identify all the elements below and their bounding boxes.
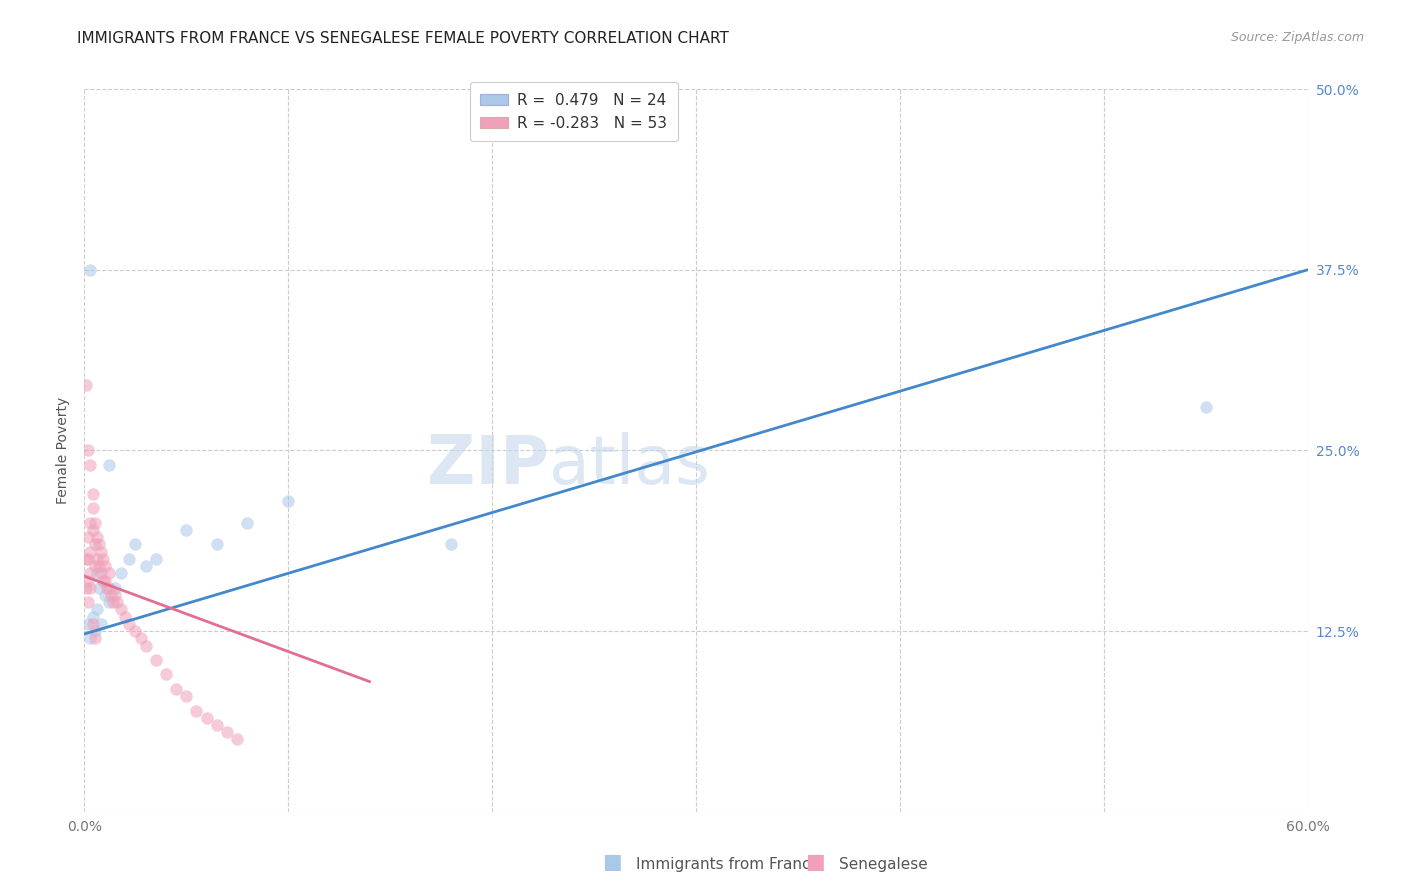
Point <box>77 530 100 544</box>
Point <box>77 616 100 631</box>
Point <box>86 530 108 544</box>
Point <box>226 732 249 747</box>
Text: Immigrants from France: Immigrants from France <box>636 857 820 872</box>
Point <box>77 595 100 609</box>
Point <box>79 581 101 595</box>
Text: Source: ZipAtlas.com: Source: ZipAtlas.com <box>1230 31 1364 45</box>
Point <box>86 566 108 581</box>
Point <box>79 262 101 277</box>
Y-axis label: Female Poverty: Female Poverty <box>56 397 70 504</box>
Point <box>101 595 124 609</box>
Point <box>1195 400 1218 414</box>
Point <box>93 574 115 588</box>
Point <box>87 559 110 574</box>
Point <box>77 443 100 458</box>
Point <box>217 725 239 739</box>
Point <box>86 602 108 616</box>
Point <box>96 581 118 595</box>
Point <box>82 487 104 501</box>
Point <box>79 544 101 558</box>
Point <box>93 588 115 602</box>
Text: ■: ■ <box>602 853 621 872</box>
Point <box>186 704 208 718</box>
Point <box>104 581 127 595</box>
Point <box>105 595 128 609</box>
Point <box>110 602 132 616</box>
Point <box>82 501 104 516</box>
Text: Senegalese: Senegalese <box>839 857 928 872</box>
Point <box>205 718 228 732</box>
Point <box>83 624 105 639</box>
Point <box>87 581 110 595</box>
Point <box>79 516 101 530</box>
Point <box>79 632 101 646</box>
Point <box>79 566 101 581</box>
Point <box>97 566 120 581</box>
Point <box>75 378 97 392</box>
Point <box>236 516 259 530</box>
Text: IMMIGRANTS FROM FRANCE VS SENEGALESE FEMALE POVERTY CORRELATION CHART: IMMIGRANTS FROM FRANCE VS SENEGALESE FEM… <box>77 31 730 46</box>
Point <box>82 616 104 631</box>
Point <box>104 588 127 602</box>
Point <box>82 609 104 624</box>
Point <box>83 632 105 646</box>
Point <box>118 551 141 566</box>
Point <box>77 574 100 588</box>
Point <box>91 551 114 566</box>
Point <box>90 566 112 581</box>
Point <box>100 588 122 602</box>
Point <box>75 581 97 595</box>
Text: atlas: atlas <box>550 432 710 498</box>
Point <box>124 624 146 639</box>
Point <box>83 559 105 574</box>
Point <box>135 639 157 653</box>
Point <box>83 516 105 530</box>
Point <box>86 551 108 566</box>
Point <box>114 609 136 624</box>
Point <box>155 667 177 681</box>
Point <box>174 689 197 703</box>
Point <box>118 616 141 631</box>
Point <box>277 494 299 508</box>
Point <box>110 566 132 581</box>
Point <box>82 523 104 537</box>
Point <box>205 537 228 551</box>
Point <box>83 537 105 551</box>
Point <box>97 458 120 472</box>
Text: ■: ■ <box>806 853 825 872</box>
Point <box>97 581 120 595</box>
Point <box>75 551 97 566</box>
Point <box>79 458 101 472</box>
Point <box>145 551 167 566</box>
Point <box>91 574 114 588</box>
Point <box>124 537 146 551</box>
Point <box>174 523 197 537</box>
Point <box>440 537 463 551</box>
Point <box>87 537 110 551</box>
Point <box>195 711 218 725</box>
Point <box>90 544 112 558</box>
Legend: R =  0.479   N = 24, R = -0.283   N = 53: R = 0.479 N = 24, R = -0.283 N = 53 <box>470 82 678 142</box>
Point <box>131 632 153 646</box>
Point <box>145 653 167 667</box>
Point <box>93 559 115 574</box>
Point <box>135 559 157 574</box>
Point <box>90 616 112 631</box>
Point <box>165 681 187 696</box>
Point <box>97 595 120 609</box>
Point <box>77 551 100 566</box>
Text: ZIP: ZIP <box>427 432 550 498</box>
